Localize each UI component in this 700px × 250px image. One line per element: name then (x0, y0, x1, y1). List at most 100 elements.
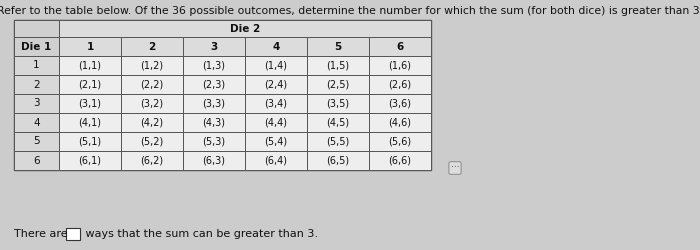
Bar (245, 151, 307, 170)
Bar (121, 37, 183, 56)
Bar (14, 20, 431, 170)
Bar (14, 20, 59, 37)
Text: 3: 3 (33, 98, 40, 108)
Bar (245, 113, 307, 132)
Bar (66, 228, 80, 240)
Bar (183, 132, 245, 151)
Bar (369, 56, 431, 75)
Bar (183, 75, 245, 94)
Text: 2: 2 (148, 42, 155, 51)
Text: (1,2): (1,2) (141, 60, 164, 70)
Text: (1,1): (1,1) (78, 60, 102, 70)
Bar (183, 151, 245, 170)
Text: There are: There are (14, 229, 71, 239)
Bar (59, 151, 121, 170)
Text: 2: 2 (33, 80, 40, 90)
Text: 4: 4 (272, 42, 280, 51)
Text: (2,1): (2,1) (78, 80, 102, 90)
Text: (3,4): (3,4) (265, 98, 288, 108)
Text: Die 1: Die 1 (22, 42, 52, 51)
Bar (307, 151, 369, 170)
Text: 4: 4 (33, 118, 40, 128)
Bar (59, 75, 121, 94)
Bar (369, 37, 431, 56)
Bar (307, 113, 369, 132)
Bar (183, 37, 245, 56)
Text: (6,1): (6,1) (78, 156, 102, 166)
Text: (2,4): (2,4) (265, 80, 288, 90)
Bar (369, 75, 431, 94)
Bar (183, 94, 245, 113)
Bar (14, 132, 59, 151)
Bar (59, 113, 121, 132)
Text: (2,3): (2,3) (202, 80, 225, 90)
Text: 1: 1 (33, 60, 40, 70)
Bar (307, 37, 369, 56)
Text: (1,6): (1,6) (389, 60, 412, 70)
Text: (6,5): (6,5) (326, 156, 349, 166)
Bar (245, 132, 307, 151)
Text: (5,2): (5,2) (141, 136, 164, 146)
Text: (1,5): (1,5) (326, 60, 349, 70)
Text: (4,4): (4,4) (265, 118, 288, 128)
Text: (3,2): (3,2) (141, 98, 164, 108)
Text: 6: 6 (396, 42, 404, 51)
Text: (2,5): (2,5) (326, 80, 349, 90)
Bar (245, 56, 307, 75)
Text: (6,3): (6,3) (202, 156, 225, 166)
Bar (121, 113, 183, 132)
Text: (1,4): (1,4) (265, 60, 288, 70)
Text: 5: 5 (335, 42, 342, 51)
Text: 5: 5 (33, 136, 40, 146)
Bar (59, 56, 121, 75)
Text: ···: ··· (451, 164, 459, 172)
Bar (245, 94, 307, 113)
Bar (307, 75, 369, 94)
Bar (121, 94, 183, 113)
Bar (307, 132, 369, 151)
Text: (5,1): (5,1) (78, 136, 102, 146)
Bar (59, 132, 121, 151)
Text: (1,3): (1,3) (202, 60, 225, 70)
Bar (121, 75, 183, 94)
Text: (5,3): (5,3) (202, 136, 225, 146)
Text: (3,3): (3,3) (202, 98, 225, 108)
Text: Refer to the table below. Of the 36 possible outcomes, determine the number for : Refer to the table below. Of the 36 poss… (0, 6, 700, 16)
Bar (121, 132, 183, 151)
Bar (307, 94, 369, 113)
Bar (59, 37, 121, 56)
Text: (5,4): (5,4) (265, 136, 288, 146)
Text: (6,4): (6,4) (265, 156, 288, 166)
Text: (2,6): (2,6) (389, 80, 412, 90)
Text: (6,2): (6,2) (141, 156, 164, 166)
Text: (5,6): (5,6) (389, 136, 412, 146)
Text: (3,1): (3,1) (78, 98, 102, 108)
Bar (183, 56, 245, 75)
Text: (4,5): (4,5) (326, 118, 349, 128)
Bar (183, 113, 245, 132)
Bar (121, 56, 183, 75)
Text: Die 2: Die 2 (230, 24, 260, 34)
Bar (14, 151, 59, 170)
Text: (4,3): (4,3) (202, 118, 225, 128)
Text: (4,6): (4,6) (389, 118, 412, 128)
Bar (245, 75, 307, 94)
Text: (2,2): (2,2) (141, 80, 164, 90)
Text: (3,6): (3,6) (389, 98, 412, 108)
Text: (4,1): (4,1) (78, 118, 102, 128)
Text: (3,5): (3,5) (326, 98, 349, 108)
Bar (369, 151, 431, 170)
Text: (5,5): (5,5) (326, 136, 349, 146)
Text: 1: 1 (86, 42, 94, 51)
Bar (121, 151, 183, 170)
Text: ways that the sum can be greater than 3.: ways that the sum can be greater than 3. (82, 229, 318, 239)
Bar (14, 37, 59, 56)
Bar (59, 94, 121, 113)
Bar (245, 37, 307, 56)
Bar (369, 132, 431, 151)
Bar (369, 94, 431, 113)
Text: 6: 6 (33, 156, 40, 166)
Bar (14, 56, 59, 75)
Bar (14, 113, 59, 132)
Text: 3: 3 (211, 42, 218, 51)
